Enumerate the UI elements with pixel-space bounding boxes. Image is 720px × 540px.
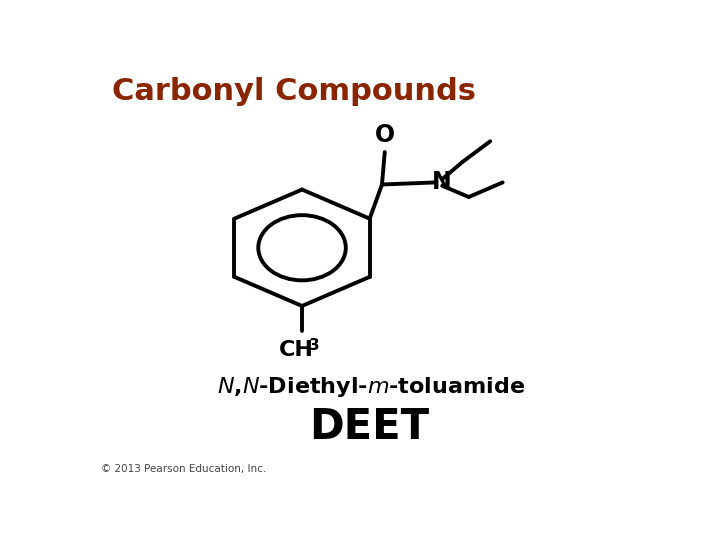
Text: $\mathit{N}$,$\mathit{N}$-Diethyl-$\mathit{m}$-toluamide: $\mathit{N}$,$\mathit{N}$-Diethyl-$\math… — [217, 375, 526, 399]
Text: Carbonyl Compounds: Carbonyl Compounds — [112, 77, 477, 106]
Text: N: N — [432, 171, 451, 194]
Text: O: O — [374, 123, 395, 147]
Text: 3: 3 — [309, 338, 320, 353]
Text: © 2013 Pearson Education, Inc.: © 2013 Pearson Education, Inc. — [101, 464, 266, 474]
Text: DEET: DEET — [309, 406, 429, 448]
Text: CH: CH — [279, 340, 314, 360]
